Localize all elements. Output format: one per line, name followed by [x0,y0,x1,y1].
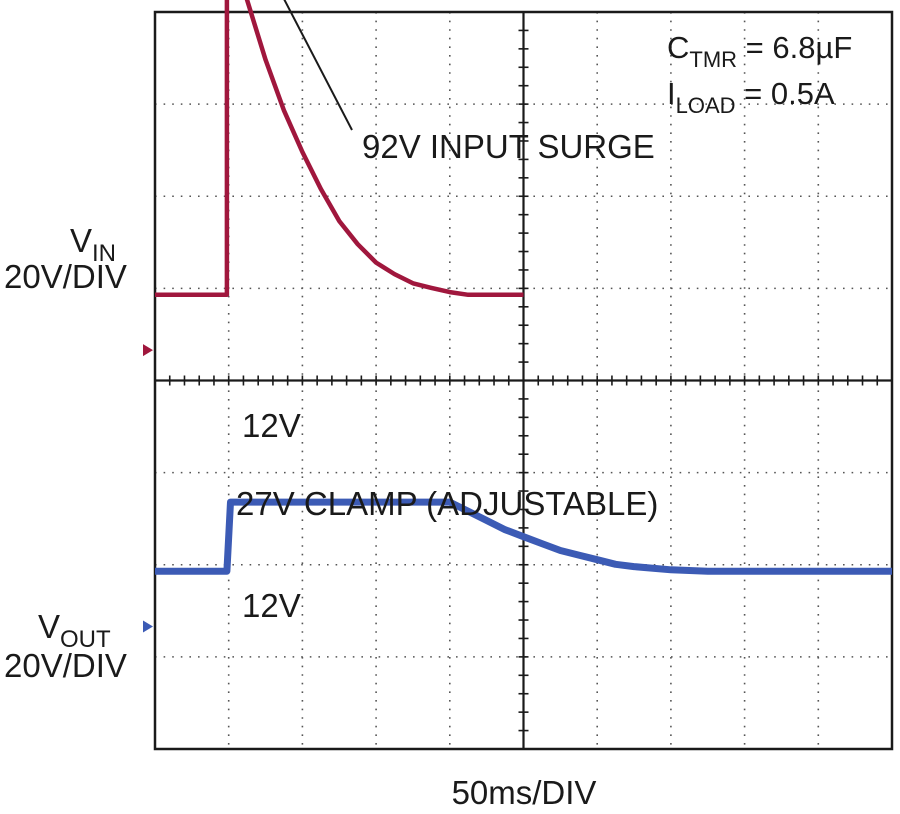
vout-ground-marker [143,620,153,633]
iload-annotation: ILOAD = 0.5A [667,76,835,118]
vout-level-label: 12V [242,587,301,624]
vin-level-label: 12V [242,407,301,444]
ctmr-annotation: CTMR = 6.8µF [667,30,852,72]
vin-scale-label: 20V/DIV [4,258,127,295]
scope-traces [155,0,892,575]
scope-grid [154,11,893,750]
vin-ground-marker [143,344,153,357]
vout-trace [155,498,892,575]
vout-channel-label: VOUT [38,608,111,653]
surge-annotation: 92V INPUT SURGE [362,128,655,165]
surge-arrow-line [283,0,353,131]
vin-trace [155,0,524,298]
plot-frame [153,10,894,751]
x-axis-label: 50ms/DIV [452,774,597,811]
vin-channel-label: VIN [70,222,116,267]
ground-markers [143,344,153,633]
vout-scale-label: 20V/DIV [4,647,127,684]
clamp-annotation: 27V CLAMP (ADJUSTABLE) [236,485,658,522]
